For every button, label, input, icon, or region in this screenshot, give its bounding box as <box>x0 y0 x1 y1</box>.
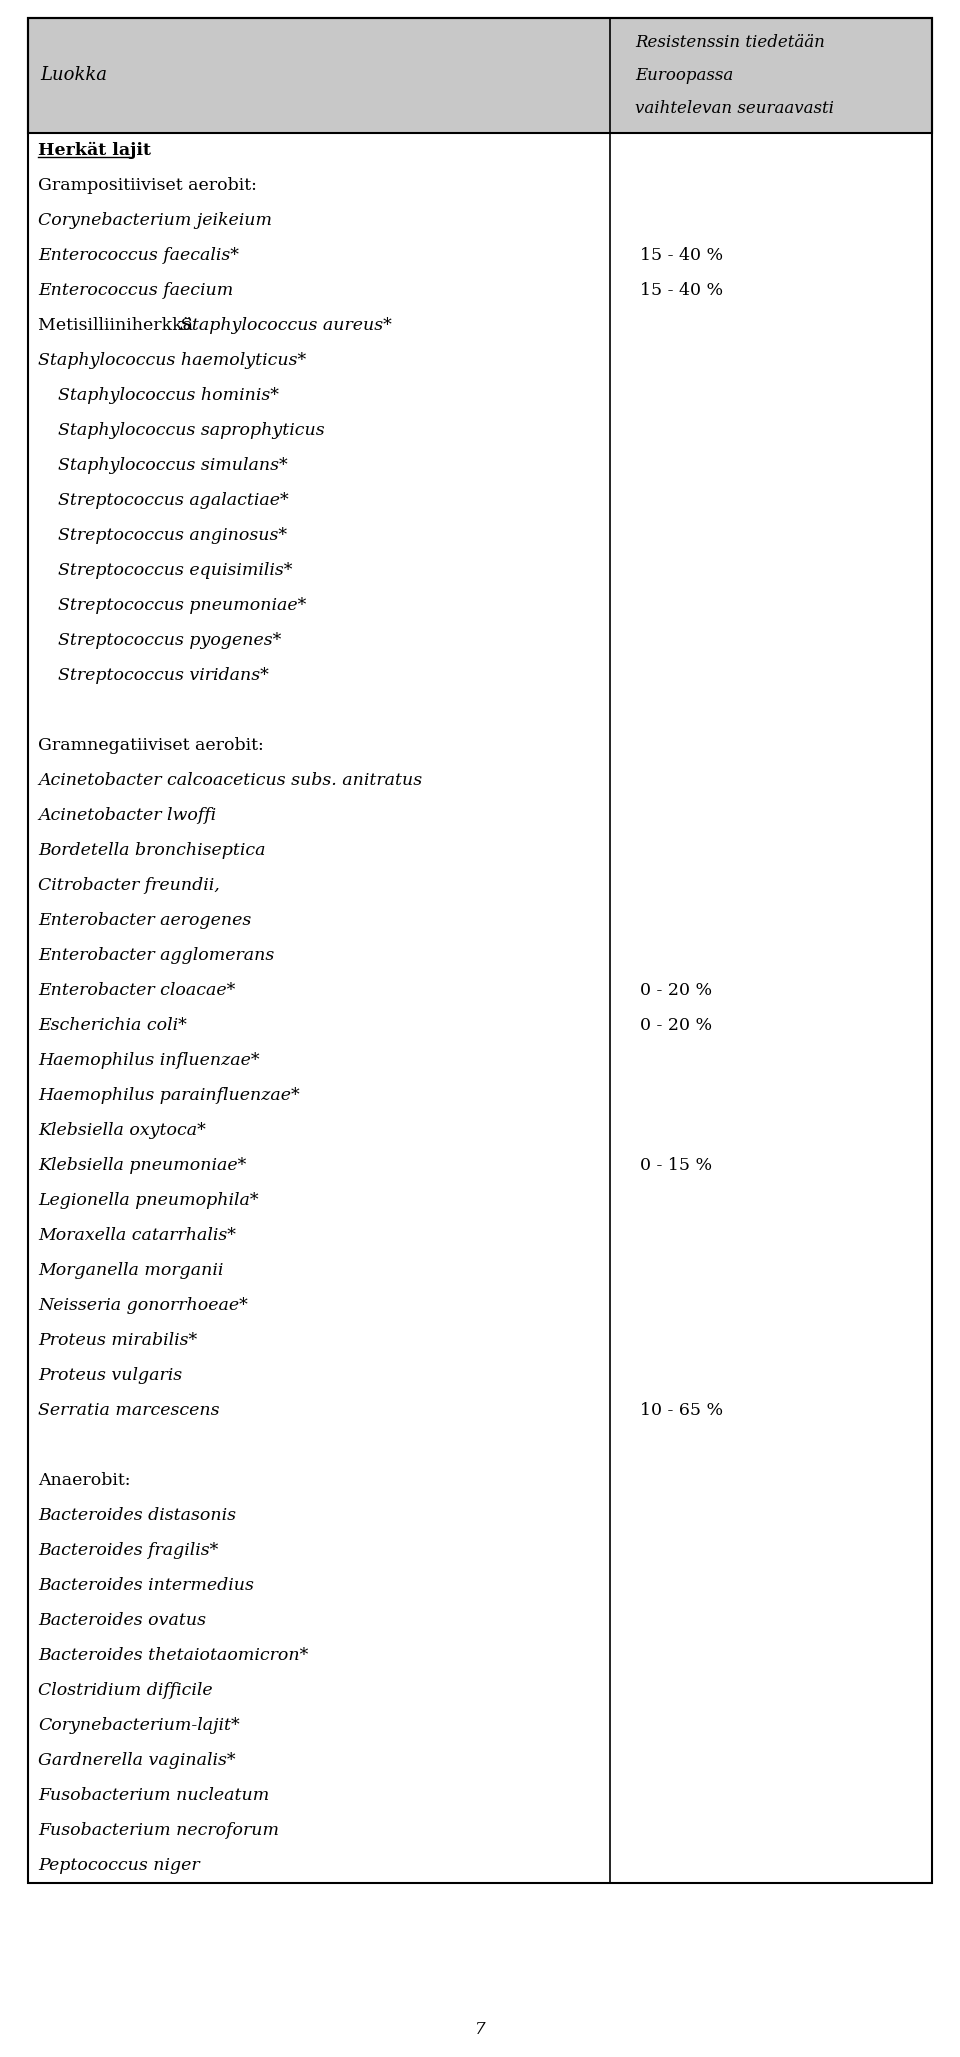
Bar <box>28 134 932 1882</box>
Text: Luokka: Luokka <box>40 66 107 84</box>
Text: Proteus mirabilis*: Proteus mirabilis* <box>38 1333 197 1349</box>
Text: Staphylococcus simulans*: Staphylococcus simulans* <box>58 457 288 473</box>
Text: Acinetobacter calcoaceticus subs. anitratus: Acinetobacter calcoaceticus subs. anitra… <box>38 771 422 790</box>
Text: Morganella morganii: Morganella morganii <box>38 1263 224 1279</box>
Text: 0 - 20 %: 0 - 20 % <box>640 981 712 1000</box>
Text: Corynebacterium jeikeium: Corynebacterium jeikeium <box>38 212 272 228</box>
Text: Staphylococcus haemolyticus*: Staphylococcus haemolyticus* <box>38 352 306 368</box>
Text: Herkät lajit: Herkät lajit <box>38 142 151 158</box>
Text: Escherichia coli*: Escherichia coli* <box>38 1016 187 1035</box>
Text: Bacteroides intermedius: Bacteroides intermedius <box>38 1578 253 1594</box>
Text: Enterococcus faecium: Enterococcus faecium <box>38 282 233 298</box>
Text: Bacteroides ovatus: Bacteroides ovatus <box>38 1613 206 1629</box>
Bar <box>28 19 932 134</box>
Text: 15 - 40 %: 15 - 40 % <box>640 282 723 298</box>
Text: Bacteroides fragilis*: Bacteroides fragilis* <box>38 1543 218 1559</box>
Text: Enterobacter cloacae*: Enterobacter cloacae* <box>38 981 235 1000</box>
Text: Anaerobit:: Anaerobit: <box>38 1473 131 1489</box>
Text: Clostridium difficile: Clostridium difficile <box>38 1683 212 1699</box>
Text: Bacteroides thetaiotaomicron*: Bacteroides thetaiotaomicron* <box>38 1648 308 1664</box>
Text: Gramnegatiiviset aerobit:: Gramnegatiiviset aerobit: <box>38 736 264 755</box>
Text: 10 - 65 %: 10 - 65 % <box>640 1403 723 1419</box>
Text: Legionella pneumophila*: Legionella pneumophila* <box>38 1191 258 1210</box>
Text: Neisseria gonorrhoeae*: Neisseria gonorrhoeae* <box>38 1298 248 1314</box>
Text: Staphylococcus hominis*: Staphylococcus hominis* <box>58 387 279 403</box>
Text: Klebsiella oxytoca*: Klebsiella oxytoca* <box>38 1121 205 1140</box>
Text: 7: 7 <box>474 2020 486 2038</box>
Text: Staphylococcus saprophyticus: Staphylococcus saprophyticus <box>58 422 324 438</box>
Text: Streptococcus viridans*: Streptococcus viridans* <box>58 666 269 685</box>
Text: Acinetobacter lwoffi: Acinetobacter lwoffi <box>38 806 216 825</box>
Text: Enterobacter agglomerans: Enterobacter agglomerans <box>38 946 275 965</box>
Text: Enterococcus faecalis*: Enterococcus faecalis* <box>38 247 239 263</box>
Text: Bacteroides distasonis: Bacteroides distasonis <box>38 1508 236 1524</box>
Text: Enterobacter aerogenes: Enterobacter aerogenes <box>38 911 252 930</box>
Text: Corynebacterium-lajit*: Corynebacterium-lajit* <box>38 1718 240 1734</box>
Text: Streptococcus pyogenes*: Streptococcus pyogenes* <box>58 631 281 650</box>
Text: 0 - 15 %: 0 - 15 % <box>640 1156 712 1175</box>
Text: 15 - 40 %: 15 - 40 % <box>640 247 723 263</box>
Text: 0 - 20 %: 0 - 20 % <box>640 1016 712 1035</box>
Text: Streptococcus anginosus*: Streptococcus anginosus* <box>58 527 287 543</box>
Text: Streptococcus agalactiae*: Streptococcus agalactiae* <box>58 492 289 508</box>
Text: Streptococcus pneumoniae*: Streptococcus pneumoniae* <box>58 597 306 613</box>
Text: Haemophilus parainfluenzae*: Haemophilus parainfluenzae* <box>38 1086 300 1105</box>
Text: Bordetella bronchiseptica: Bordetella bronchiseptica <box>38 841 266 860</box>
Text: Fusobacterium nucleatum: Fusobacterium nucleatum <box>38 1788 269 1804</box>
Text: Streptococcus equisimilis*: Streptococcus equisimilis* <box>58 562 293 578</box>
Text: Resistenssin tiedetään: Resistenssin tiedetään <box>635 35 825 51</box>
Text: Klebsiella pneumoniae*: Klebsiella pneumoniae* <box>38 1156 247 1175</box>
Text: Proteus vulgaris: Proteus vulgaris <box>38 1368 182 1384</box>
Text: vaihtelevan seuraavasti: vaihtelevan seuraavasti <box>635 101 834 117</box>
Text: Serratia marcescens: Serratia marcescens <box>38 1403 220 1419</box>
Text: Peptococcus niger: Peptococcus niger <box>38 1857 200 1874</box>
Text: Citrobacter freundii,: Citrobacter freundii, <box>38 876 220 895</box>
Text: Euroopassa: Euroopassa <box>635 68 733 84</box>
Text: Haemophilus influenzae*: Haemophilus influenzae* <box>38 1051 259 1070</box>
Text: Gardnerella vaginalis*: Gardnerella vaginalis* <box>38 1753 235 1769</box>
Text: Fusobacterium necroforum: Fusobacterium necroforum <box>38 1823 279 1839</box>
Text: Moraxella catarrhalis*: Moraxella catarrhalis* <box>38 1226 236 1244</box>
Text: Metisilliiniherkkä: Metisilliiniherkkä <box>38 317 199 333</box>
Text: Staphylococcus aureus*: Staphylococcus aureus* <box>180 317 393 333</box>
Text: Grampositiiviset aerobit:: Grampositiiviset aerobit: <box>38 177 257 193</box>
